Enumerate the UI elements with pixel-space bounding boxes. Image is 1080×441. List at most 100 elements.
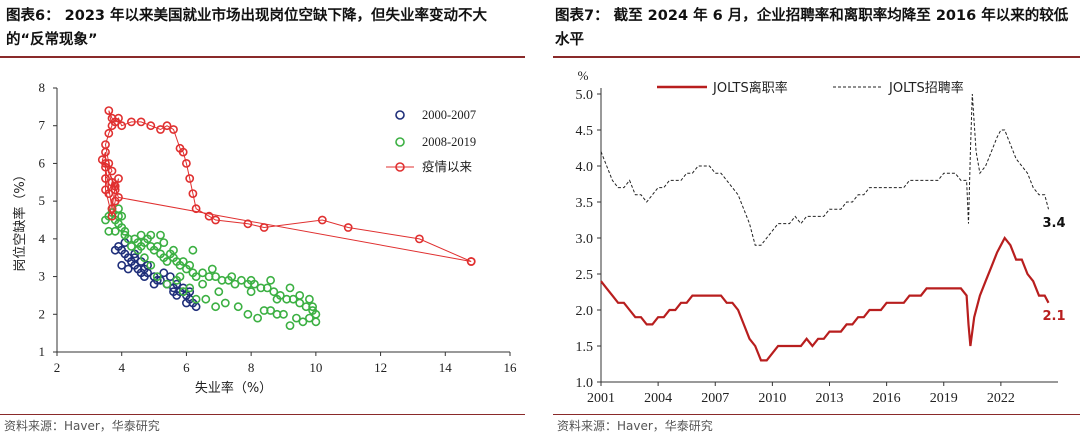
scatter-point-1 (152, 272, 162, 281)
scatter-point-1 (298, 317, 308, 327)
figure-6-title: 图表6： 2023 年以来美国就业市场出现岗位空缺下降，但失业率变动不大的“反常… (6, 8, 488, 48)
end-value-label: 3.4 (1042, 216, 1065, 231)
scatter-point-1 (227, 272, 237, 281)
y-tick-label: 4.0 (576, 160, 594, 175)
title-divider (0, 56, 525, 58)
scatter-point-0 (181, 298, 191, 308)
scatter-point-1 (191, 294, 201, 304)
scatter-point-1 (285, 321, 295, 330)
scatter-point-1 (188, 245, 198, 255)
scatter-point-1 (304, 313, 314, 323)
scatter-point-2 (110, 185, 120, 195)
y-tick-label: 7 (39, 118, 46, 133)
figure-6-source: 资料来源：Haver，华泰研究 (4, 419, 160, 433)
scatter-chart-unemployment-vs-vacancy: 2 4 6 8 10 12 14 1612345678失业率（%）岗位空缺率（%）2000-2… (12, 80, 517, 396)
x-axis-title: 失业率（%） (195, 380, 272, 396)
scatter-point-1 (272, 309, 282, 319)
scatter-point-0 (149, 279, 159, 289)
scatter-point-1 (185, 283, 195, 293)
scatter-point-1 (246, 275, 256, 285)
scatter-point-1 (211, 272, 220, 281)
y-tick-label: 6 (39, 155, 46, 170)
series-line-0 (600, 235, 1050, 362)
scatter-point-0 (110, 245, 120, 255)
scatter-point-0 (172, 279, 182, 289)
y-tick-label: 4.5 (576, 124, 594, 139)
scatter-point-1 (256, 283, 266, 293)
scatter-point-0 (159, 268, 169, 278)
source-divider (553, 414, 1080, 415)
scatter-point-2 (343, 223, 353, 232)
scatter-point-2 (117, 121, 127, 131)
x-tick-label: 10 (309, 360, 322, 375)
x-tick-label: 2004 (644, 391, 672, 406)
scatter-point-2 (104, 128, 114, 138)
scatter-point-1 (308, 302, 317, 312)
scatter-point-1 (272, 294, 282, 304)
legend-label: 2008-2019 (422, 135, 476, 149)
scatter-point-0 (169, 287, 178, 297)
scatter-point-2 (204, 211, 214, 221)
y-axis-title: 岗位空缺率（%） (12, 168, 28, 271)
scatter-point-1 (175, 272, 185, 281)
x-tick-label: 2016 (873, 391, 901, 406)
y-axis-unit: % (578, 68, 589, 83)
y-tick-label: 5.0 (576, 88, 594, 103)
x-tick-label: 4 (118, 360, 125, 375)
scatter-point-1 (178, 287, 188, 297)
scatter-point-0 (130, 253, 140, 263)
scatter-point-1 (214, 287, 224, 297)
y-tick-label: 1 (39, 344, 46, 359)
scatter-point-1 (236, 275, 246, 285)
legend-label: JOLTS招聘率 (888, 80, 964, 96)
scatter-point-1 (233, 302, 243, 312)
scatter-point-2 (101, 159, 110, 168)
right-figure-panel: 图表7： 截至 2024 年 6 月，企业招聘率和离职率均降至 2016 年以来… (553, 0, 1080, 441)
scatter-point-2 (101, 147, 110, 157)
y-tick-label: 2 (39, 306, 46, 321)
scatter-point-1 (201, 294, 211, 304)
scatter-point-1 (136, 230, 146, 240)
x-tick-label: 8 (248, 360, 255, 375)
scatter-point-1 (169, 245, 178, 255)
scatter-point-2 (169, 125, 178, 134)
scatter-point-1 (162, 257, 172, 266)
scatter-point-1 (104, 226, 114, 236)
y-tick-label: 4 (39, 231, 46, 246)
source-divider (0, 414, 525, 415)
scatter-point-2 (107, 121, 117, 131)
scatter-point-1 (207, 264, 217, 274)
scatter-point-0 (165, 272, 175, 281)
scatter-point-1 (117, 211, 127, 221)
scatter-point-2 (175, 143, 185, 153)
y-tick-label: 5 (39, 193, 46, 208)
scatter-point-1 (262, 283, 272, 293)
x-tick-label: 2010 (758, 391, 786, 406)
y-tick-label: 3.0 (576, 232, 594, 247)
scatter-point-2 (317, 215, 327, 225)
figure-7-source: 资料来源：Haver，华泰研究 (557, 419, 713, 433)
scatter-point-1 (159, 238, 169, 247)
scatter-point-1 (295, 290, 305, 300)
scatter-point-2 (136, 117, 146, 127)
scatter-point-1 (304, 294, 314, 304)
scatter-point-0 (123, 264, 133, 274)
y-tick-label: 3 (39, 269, 46, 284)
legend-label: 疫情以来 (422, 159, 473, 174)
scatter-point-2 (146, 121, 156, 131)
x-tick-label: 2007 (701, 391, 729, 406)
scatter-point-1 (156, 230, 165, 240)
scatter-point-2 (243, 219, 253, 229)
scatter-point-0 (143, 268, 152, 278)
scatter-point-1 (291, 313, 301, 323)
scatter-point-1 (288, 294, 298, 304)
scatter-point-1 (162, 279, 172, 289)
scatter-point-2 (101, 174, 110, 183)
scatter-point-1 (133, 245, 143, 255)
scatter-point-1 (246, 287, 256, 297)
scatter-point-2 (162, 121, 172, 131)
scatter-point-1 (259, 306, 269, 315)
title-divider (553, 56, 1080, 58)
legend-label: 2000-2007 (422, 108, 476, 122)
scatter-point-1 (243, 309, 253, 319)
